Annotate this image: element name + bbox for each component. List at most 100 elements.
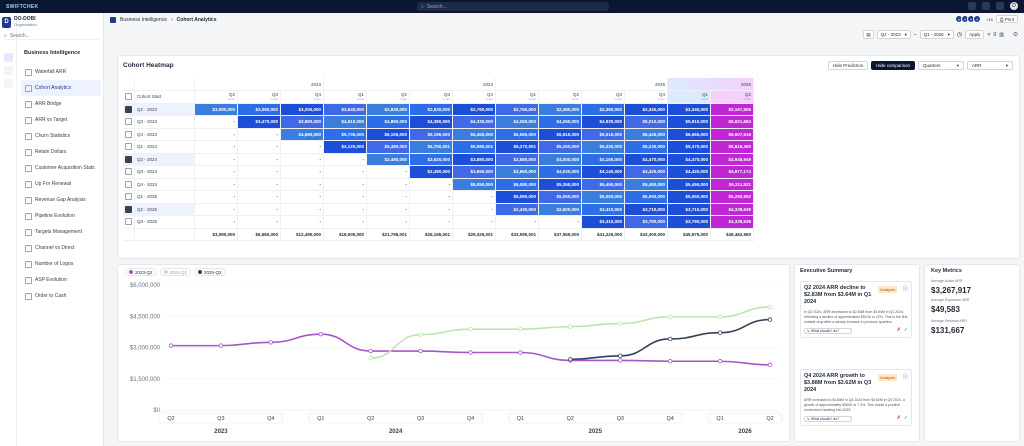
sidebar-item-order-to-cash[interactable]: Order to Cash xyxy=(21,288,101,304)
breadcrumb-root[interactable]: Business Intelligence xyxy=(120,17,167,23)
cohort-cell[interactable]: - xyxy=(280,178,324,191)
row-checkbox[interactable] xyxy=(125,118,132,126)
cohort-cell[interactable]: - xyxy=(366,178,410,191)
cohort-cell[interactable]: $3,710,000 xyxy=(667,203,711,216)
cohort-cell[interactable]: - xyxy=(323,178,367,191)
cohort-cell[interactable]: $5,450,000 xyxy=(581,178,625,191)
cohort-cell[interactable]: - xyxy=(409,190,453,204)
cohort-cell[interactable]: $4,890,000 xyxy=(366,115,410,129)
cohort-cell[interactable]: - xyxy=(194,203,238,216)
cohort-cell[interactable]: - xyxy=(366,190,410,204)
cohort-row[interactable]: Q4 - 2023- - $4,690,000 $5,735,000 $6,105,00… xyxy=(123,128,754,141)
cohort-cell[interactable]: - xyxy=(323,165,367,179)
cohort-cell[interactable]: $2,490,000 xyxy=(366,153,410,166)
cohort-cell[interactable]: $5,450,000 xyxy=(667,178,711,191)
row-checkbox[interactable] xyxy=(125,105,132,113)
cohort-cell[interactable]: $3,250,000 xyxy=(280,103,324,116)
cohort-cell[interactable]: - xyxy=(323,190,367,204)
filter-icon[interactable]: ▿ xyxy=(987,32,991,38)
cohort-cell[interactable]: $5,230,000 xyxy=(581,140,625,154)
cohort-cell[interactable]: - xyxy=(237,165,281,179)
cohort-cell[interactable]: - xyxy=(280,203,324,216)
cohort-cell[interactable]: $4,140,000 xyxy=(581,165,625,179)
cohort-cell[interactable]: $4,420,000 xyxy=(667,165,711,179)
cohort-cell[interactable]: - xyxy=(366,203,410,216)
cohort-cell[interactable]: - xyxy=(280,140,324,154)
sidebar-item-up-for-renewal[interactable]: Up For Renewal xyxy=(21,176,101,192)
cohort-cell[interactable]: - xyxy=(366,165,410,179)
cohort-cell[interactable]: $5,080,000 xyxy=(495,178,539,191)
cohort-cell[interactable]: - xyxy=(280,215,324,229)
cohort-cell[interactable]: $2,430,000 xyxy=(495,203,539,216)
cohort-cell[interactable]: $4,339,539 xyxy=(710,203,754,216)
sidebar-item-revenue-gap-analysis[interactable]: Revenue Gap Analysis xyxy=(21,192,101,208)
apply-button[interactable]: Apply xyxy=(965,30,985,39)
cohort-cell[interactable]: - xyxy=(194,140,238,154)
history-icon[interactable]: ◷ xyxy=(956,32,963,38)
cohort-cell[interactable]: $3,470,000 xyxy=(237,115,281,129)
sidebar-item-channel-vs-direct[interactable]: Channel vs Direct xyxy=(21,240,101,256)
cohort-cell[interactable]: $4,380,000 xyxy=(409,115,453,129)
cohort-cell[interactable]: $4,948,949 xyxy=(710,153,754,166)
select-all-checkbox[interactable] xyxy=(125,93,132,101)
cohort-cell[interactable]: $5,050,000 xyxy=(624,190,668,204)
global-search-input[interactable]: ⌕ Search... xyxy=(417,2,609,11)
period-select[interactable]: Quarters ▾ xyxy=(918,61,964,70)
cohort-cell[interactable]: $2,340,000 xyxy=(624,103,668,116)
cohort-cell[interactable]: - xyxy=(237,190,281,204)
cohort-cell[interactable]: - xyxy=(323,203,367,216)
cohort-cell[interactable]: $2,380,000 xyxy=(409,165,453,179)
cohort-cell[interactable]: - xyxy=(409,215,453,229)
hide-comparison-button[interactable]: Hide comparison xyxy=(871,61,915,70)
cohort-cell[interactable]: $3,090,000 xyxy=(194,103,238,116)
sidebar-item-waterfall-arr[interactable]: Waterfall ARR xyxy=(21,64,101,80)
legend-item[interactable]: 2024-Q2 xyxy=(159,268,192,276)
thumbs-up-icon[interactable]: ✓ xyxy=(903,415,908,421)
sidebar-item-arr-vs-target[interactable]: ARR vs Target xyxy=(21,112,101,128)
cohort-cell[interactable]: $3,710,000 xyxy=(624,203,668,216)
thumbs-down-icon[interactable]: ✗ xyxy=(896,327,901,333)
cohort-cell[interactable]: - xyxy=(409,203,453,216)
cohort-cell[interactable]: - xyxy=(237,203,281,216)
cohort-cell[interactable]: $5,080,000 xyxy=(495,190,539,204)
cohort-cell[interactable]: $5,370,000 xyxy=(667,140,711,154)
cohort-cell[interactable]: $4,120,000 xyxy=(323,140,367,154)
tools-icon[interactable] xyxy=(4,66,13,75)
dashboard-icon[interactable] xyxy=(4,53,13,62)
cohort-cell[interactable]: $2,380,000 xyxy=(538,103,582,116)
cohort-cell[interactable]: $4,420,000 xyxy=(624,165,668,179)
cohort-row[interactable]: Q2 - 2024- - - - $2,490,000 $3,620,000 $3,880,… xyxy=(123,153,754,166)
cohort-row[interactable]: Q3 - 2024- - - - - $2,380,000 $3,650,000 $3,650… xyxy=(123,165,754,179)
cohort-cell[interactable]: $3,790,000 xyxy=(624,215,668,229)
cohort-cell[interactable]: - xyxy=(194,165,238,179)
cohort-cell[interactable]: $2,167,506 xyxy=(710,103,754,116)
cohort-cell[interactable]: $5,270,001 xyxy=(495,140,539,154)
cohort-cell[interactable]: - xyxy=(366,215,410,229)
cohort-cell[interactable]: $3,880,000 xyxy=(452,153,496,166)
info-icon[interactable]: ⓘ xyxy=(902,374,908,380)
cohort-cell[interactable]: $2,830,000 xyxy=(409,103,453,116)
cohort-cell[interactable]: $5,010,000 xyxy=(624,115,668,129)
cohort-cell[interactable]: $6,195,000 xyxy=(409,128,453,141)
sidebar-item-churn-statistics[interactable]: Churn Statistics xyxy=(21,128,101,144)
to-period-select[interactable]: Q1 - 2026 ▾ xyxy=(919,30,954,39)
thumbs-down-icon[interactable]: ✗ xyxy=(896,415,901,421)
cohort-cell[interactable]: $4,470,000 xyxy=(624,153,668,166)
collaborator-avatar[interactable]: Y xyxy=(973,15,982,23)
sidebar-item-customer-acquisition-stats[interactable]: Customer Acquisition Stats xyxy=(21,160,101,176)
bell-icon[interactable] xyxy=(982,2,990,10)
org-switcher[interactable]: D DO-DOBI Organization xyxy=(2,15,37,29)
sidebar-item-asp-evolution[interactable]: ASP Evolution xyxy=(21,272,101,288)
cohort-cell[interactable]: - xyxy=(495,215,539,229)
cohort-cell[interactable]: $5,910,000 xyxy=(667,115,711,129)
cohort-cell[interactable]: - xyxy=(237,178,281,191)
cohort-cell[interactable]: - xyxy=(452,203,496,216)
cohort-cell[interactable]: $5,350,000 xyxy=(538,178,582,191)
cohort-cell[interactable]: $4,030,000 xyxy=(538,165,582,179)
sidebar-item-retain-dollars[interactable]: Retain Dollars xyxy=(21,144,101,160)
cohort-row[interactable]: Q3 - 2023- $3,470,000 $3,960,000 $4,510,000… xyxy=(123,115,754,129)
cohort-cell[interactable]: - xyxy=(409,178,453,191)
layout-icon[interactable]: ▥ xyxy=(999,31,1004,38)
info-icon[interactable]: ⓘ xyxy=(902,286,908,292)
cohort-cell[interactable]: $3,650,000 xyxy=(452,165,496,179)
